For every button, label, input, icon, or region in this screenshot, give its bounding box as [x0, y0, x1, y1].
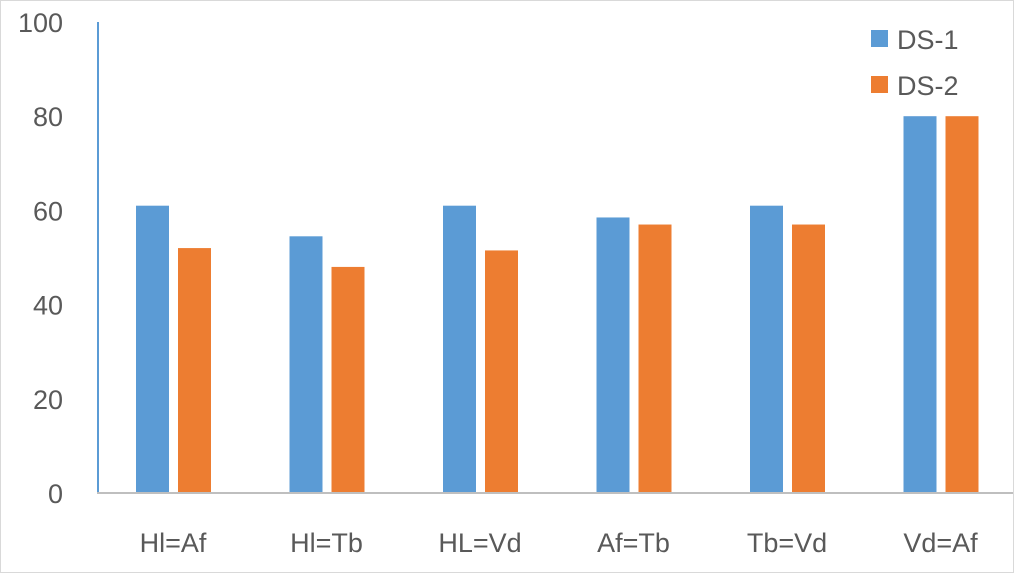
legend-swatch-ds-1	[871, 30, 888, 47]
x-tick-label: Hl=Af	[140, 528, 207, 558]
x-tick-label: Hl=Tb	[290, 528, 363, 558]
legend-label-ds-1: DS-1	[897, 25, 959, 55]
bar-ds-1-1	[136, 205, 169, 493]
bar-ds-2-3	[485, 250, 518, 493]
x-tick-label: Tb=Vd	[747, 528, 827, 558]
y-tick-label: 40	[33, 291, 63, 321]
y-axis-ticks: 0 20 40 60 80 100	[18, 8, 63, 509]
bar-ds-2-5	[792, 224, 825, 493]
y-tick-label: 60	[33, 196, 63, 226]
bar-ds-2-6	[945, 116, 979, 493]
bar-ds-1-4	[596, 217, 630, 493]
legend-label-ds-2: DS-2	[897, 71, 959, 101]
legend-swatch-ds-2	[871, 76, 888, 93]
y-tick-label: 20	[33, 385, 63, 415]
bar-ds-2-1	[178, 248, 211, 493]
legend: DS-1 DS-2	[871, 25, 959, 101]
bar-ds-1-5	[750, 205, 783, 493]
bars	[136, 116, 979, 493]
y-tick-label: 0	[48, 479, 63, 509]
bar-ds-1-3	[443, 205, 476, 493]
bar-ds-2-2	[331, 266, 365, 493]
y-tick-label: 80	[33, 102, 63, 132]
y-tick-label: 100	[18, 8, 63, 38]
bar-ds-1-6	[903, 116, 937, 493]
x-tick-label: HL=Vd	[438, 528, 521, 558]
bar-ds-1-2	[289, 236, 323, 493]
x-axis-ticks: Hl=Af Hl=Tb HL=Vd Af=Tb Tb=Vd Vd=Af	[140, 528, 979, 558]
x-tick-label: Vd=Af	[903, 528, 978, 558]
bar-ds-2-4	[638, 224, 672, 493]
x-tick-label: Af=Tb	[597, 528, 670, 558]
